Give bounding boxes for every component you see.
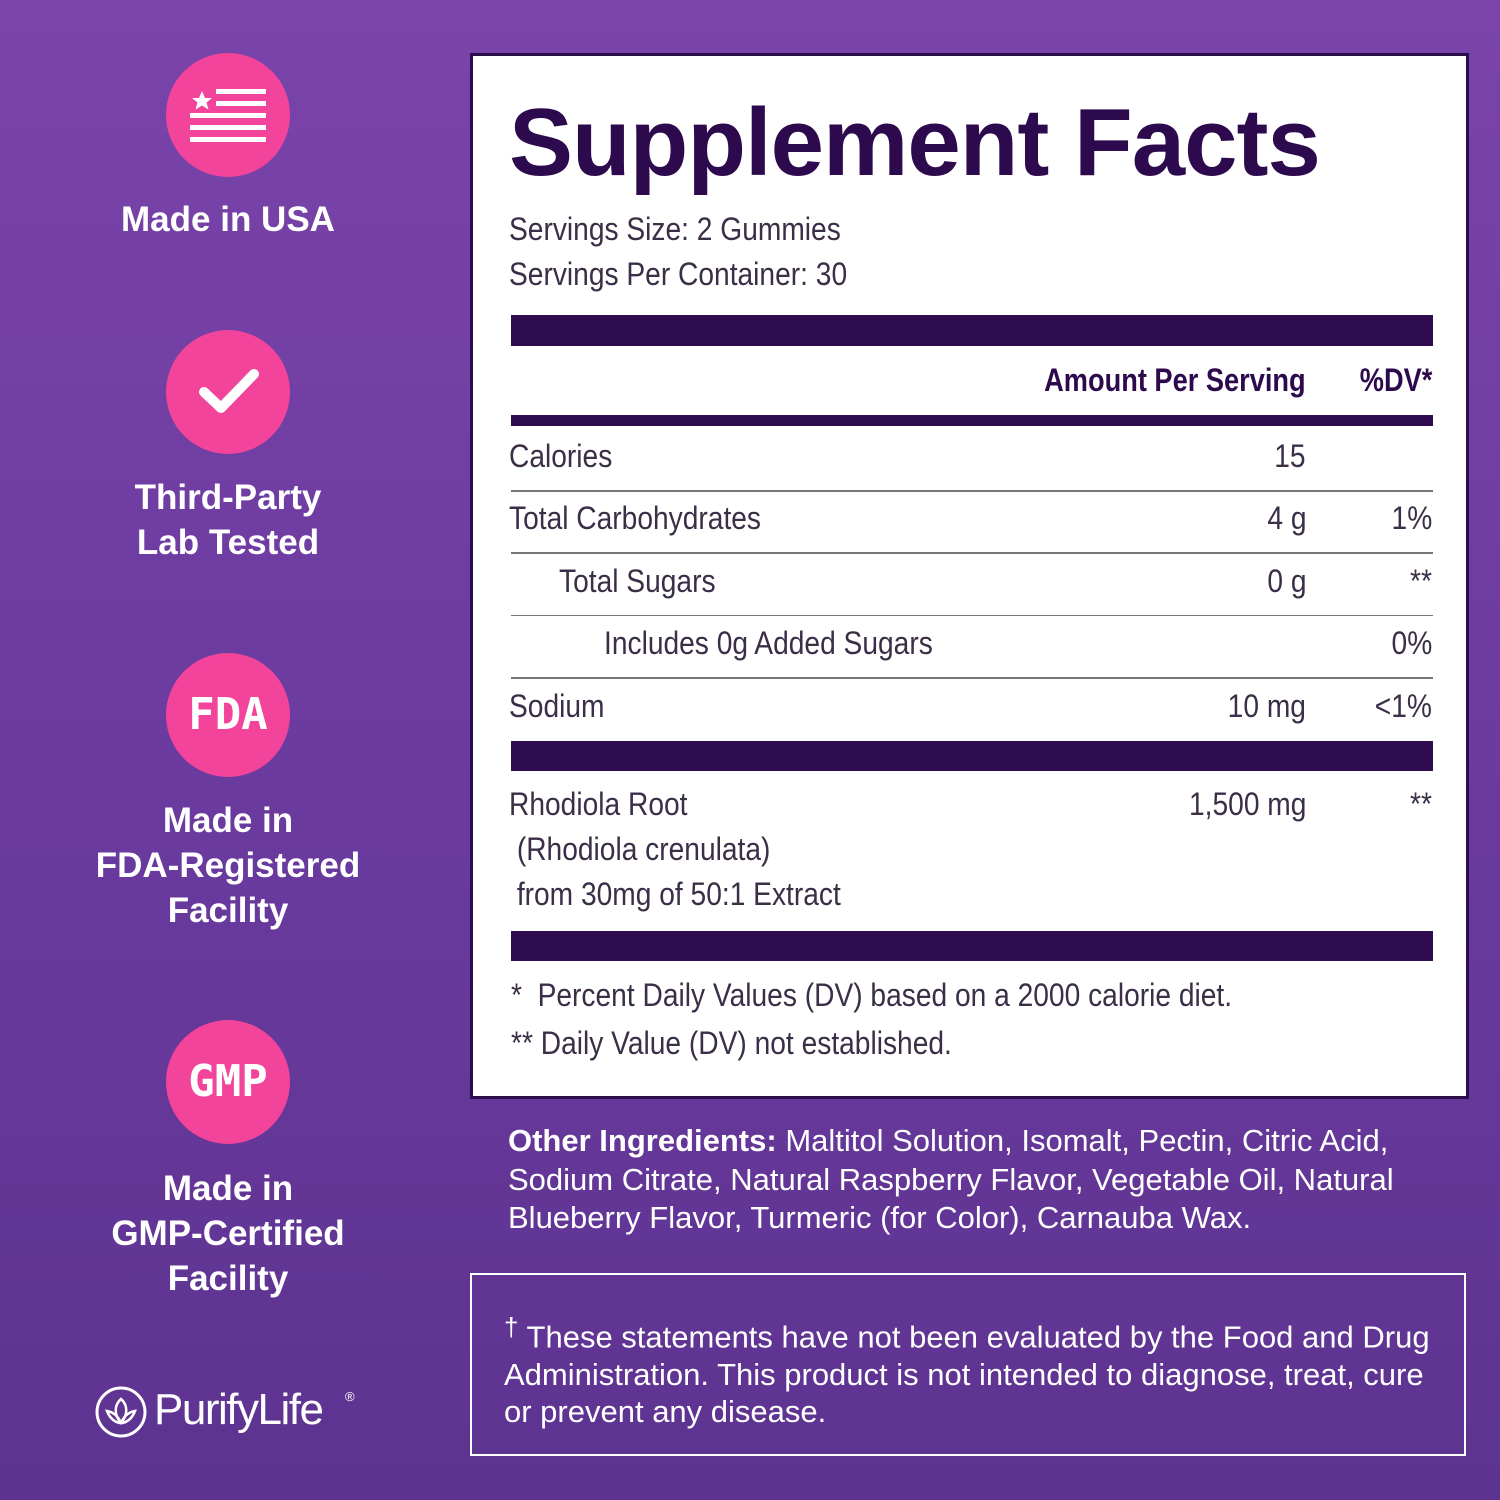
supplement-facts-panel: Supplement Facts Servings Size: 2 Gummie… [470, 53, 1469, 1099]
stripe [190, 125, 266, 130]
divider-bar [511, 931, 1433, 961]
brand-logo [95, 1386, 147, 1438]
divider-bar [511, 415, 1433, 426]
badge-icon-text: GMP [188, 1056, 268, 1107]
divider-bar [511, 315, 1433, 346]
badge-icon [166, 53, 290, 177]
nutrient-name: Includes 0g Added Sugars [604, 625, 933, 662]
badge-label: Made in [162, 801, 294, 840]
star [192, 91, 212, 110]
stripe [190, 113, 266, 118]
dv-header: %DV* [1359, 362, 1432, 398]
divider-bar [511, 741, 1433, 771]
footnote: * Percent Daily Values (DV) based on a 2… [511, 977, 1233, 1013]
nutrient-dv: <1% [1374, 687, 1432, 724]
brand-mark: ® [345, 1389, 355, 1404]
row-separator [511, 490, 1433, 492]
badge-label: Made in USA [121, 200, 335, 239]
ingredient-amount: 1,500 mg [1188, 786, 1306, 822]
nutrient-amount: 4 g [1266, 500, 1306, 537]
disclaimer: † These statements have not been evaluat… [504, 1309, 1444, 1431]
nutrient-dv: 1% [1391, 500, 1432, 537]
stripe [190, 137, 266, 142]
badge-label: GMP-Certified [111, 1214, 345, 1253]
stripe [216, 89, 266, 94]
disclaimer-text: These statements have not been evaluated… [504, 1319, 1430, 1430]
badge-glyph [199, 369, 259, 413]
ingredient-name: Rhodiola Root [509, 786, 688, 822]
row-separator [511, 552, 1433, 554]
other-ingredients-label: Other Ingredients: [508, 1123, 777, 1158]
nutrient-dv: ** [1410, 562, 1432, 599]
nutrient-dv: 0% [1391, 625, 1432, 662]
nutrient-amount: 15 [1274, 438, 1306, 474]
amount-header: Amount Per Serving [1044, 362, 1306, 398]
badge-icon [166, 330, 290, 454]
ingredient-dv: ** [1410, 786, 1432, 822]
row-separator [511, 677, 1433, 679]
badge-icon: FDA [166, 653, 290, 777]
badge-label: Lab Tested [136, 523, 320, 562]
nutrient-name: Sodium [509, 687, 605, 724]
other-ingredients-text: Maltitol Solution, Isomalt, Pectin, Citr… [508, 1123, 1394, 1235]
stripe [216, 101, 266, 106]
badge-label: Facility [167, 1259, 289, 1298]
nutrient-name: Total Carbohydrates [509, 500, 762, 537]
badge-glyph [190, 89, 266, 142]
check [199, 369, 259, 413]
badge-label: Facility [167, 891, 289, 930]
nutrient-name: Total Sugars [559, 562, 716, 599]
disclaimer-box: † These statements have not been evaluat… [470, 1273, 1466, 1456]
row-separator [511, 614, 1433, 617]
footnote: ** Daily Value (DV) not established. [511, 1025, 952, 1061]
nutrient-amount: 0 g [1266, 562, 1306, 599]
badge-label: FDA-Registered [95, 846, 361, 885]
badge-icon-text: FDA [188, 689, 268, 740]
dagger: † [504, 1312, 519, 1342]
brand-name: PurifyLife [154, 1385, 324, 1434]
serving-size: Servings Size: 2 Gummies [509, 211, 841, 247]
badge-label: Made in [162, 1169, 294, 1208]
badge-icon: GMP [166, 1020, 290, 1144]
nutrient-name: Calories [509, 438, 613, 474]
facts-title: Supplement Facts [509, 89, 1321, 196]
ingredient-name: (Rhodiola crenulata) [509, 831, 771, 867]
badge-label: Third-Party [134, 478, 322, 517]
other-ingredients: Other Ingredients: Maltitol Solution, Is… [508, 1122, 1448, 1238]
servings-per-container: Servings Per Container: 30 [509, 256, 848, 292]
nutrient-amount: 10 mg [1227, 687, 1306, 724]
ingredient-name: from 30mg of 50:1 Extract [509, 876, 841, 912]
